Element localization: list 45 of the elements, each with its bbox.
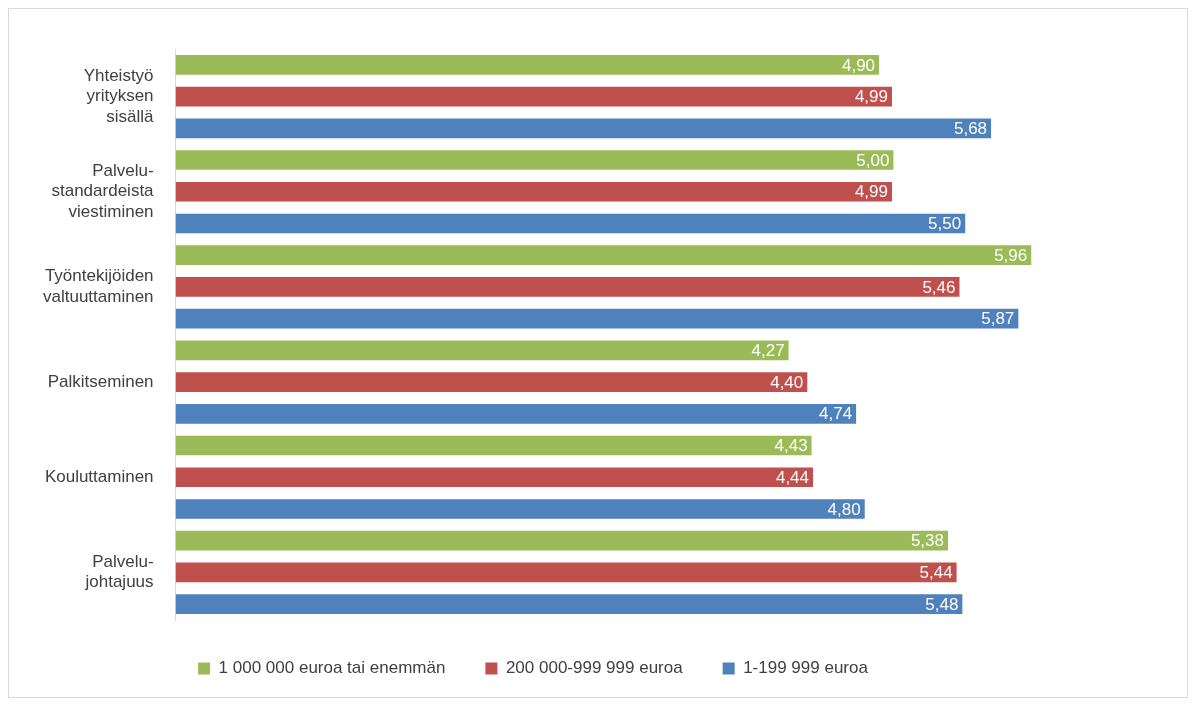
data-label: 5,96 <box>994 245 1028 265</box>
bar <box>175 245 1032 266</box>
data-label: 5,44 <box>919 563 953 583</box>
bar <box>175 150 894 170</box>
bar <box>175 594 963 614</box>
data-label: 4,99 <box>854 87 888 107</box>
data-label: 4,43 <box>774 436 808 456</box>
y-tick-label: Yhteistyö yrityksen sisällä <box>83 65 155 126</box>
bar <box>175 86 892 107</box>
bar <box>175 467 814 488</box>
data-label: 4,99 <box>854 182 888 202</box>
bar <box>175 372 808 392</box>
bar <box>175 562 957 583</box>
legend-label: 1-199 999 euroa <box>743 658 869 678</box>
data-label: 4,44 <box>775 467 810 487</box>
y-tick-label: Palvelu-standardeista viestiminen <box>51 161 155 221</box>
bar <box>175 435 812 456</box>
data-label: 4,74 <box>819 404 853 424</box>
bar <box>175 403 857 424</box>
data-label: 5,38 <box>910 531 944 551</box>
bar <box>175 308 1019 329</box>
data-label: 5,50 <box>928 214 962 234</box>
data-label: 4,40 <box>770 372 804 392</box>
y-tick-label: Palvelu-johtajuus <box>84 551 154 592</box>
bar <box>175 118 992 139</box>
bar <box>175 213 966 234</box>
bar <box>175 277 960 297</box>
bar <box>175 499 865 519</box>
data-label: 5,46 <box>922 277 956 297</box>
y-tick-label: Palkitseminen <box>47 371 154 391</box>
data-label: 5,00 <box>856 150 890 170</box>
data-label: 4,80 <box>827 499 861 519</box>
legend-label: 1 000 000 euroa tai enemmän <box>218 658 446 678</box>
data-label: 5,48 <box>925 594 959 614</box>
bar <box>175 340 789 361</box>
bar <box>175 181 892 202</box>
legend-label: 200 000-999 999 euroa <box>505 658 684 678</box>
data-label: 5,68 <box>953 118 988 138</box>
bar <box>175 530 948 551</box>
data-label: 4,27 <box>751 341 785 361</box>
y-tick-label: Kouluttaminen <box>44 466 154 486</box>
data-label: 4,90 <box>841 55 876 75</box>
data-label: 5,87 <box>981 309 1015 329</box>
bar <box>175 55 880 75</box>
y-tick-label: Työntekijöiden valtuuttaminen <box>42 266 154 306</box>
